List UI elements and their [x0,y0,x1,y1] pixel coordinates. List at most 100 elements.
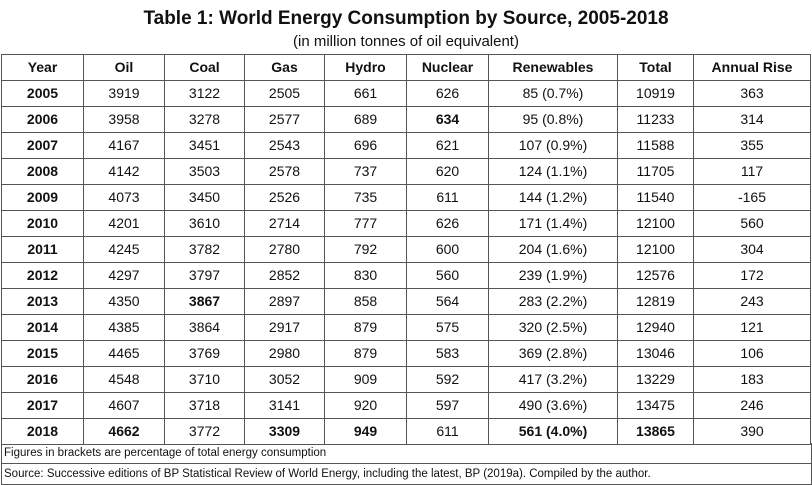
cell-coal: 3278 [164,106,245,133]
cell-nuclear: 597 [406,392,489,419]
cell-nuclear: 634 [406,106,489,133]
header-renewables: Renewables [488,54,618,81]
cell-gas: 2714 [244,210,325,237]
header-gas: Gas [244,54,325,81]
cell-nuclear: 560 [406,262,489,289]
cell-annual-rise: 183 [693,366,811,393]
cell-gas: 2780 [244,236,325,263]
cell-hydro: 830 [324,262,407,289]
cell-coal: 3122 [164,80,245,107]
cell-renewables: 171 (1.4%) [488,210,618,237]
cell-annual-rise: -165 [693,184,811,211]
cell-renewables: 490 (3.6%) [488,392,618,419]
cell-renewables: 417 (3.2%) [488,366,618,393]
cell-total: 12100 [617,236,694,263]
cell-gas: 2526 [244,184,325,211]
cell-nuclear: 583 [406,340,489,367]
cell-renewables: 85 (0.7%) [488,80,618,107]
cell-annual-rise: 390 [693,418,811,445]
cell-hydro: 792 [324,236,407,263]
cell-oil: 4142 [83,158,165,185]
source-note: Source: Successive editions of BP Statis… [2,463,811,484]
table-row: 2010 4201 3610 2714 777 626 171 (1.4%) 12100 560 [1,210,811,237]
cell-gas: 2578 [244,158,325,185]
cell-total: 10919 [617,80,694,107]
cell-coal: 3864 [164,314,245,341]
cell-nuclear: 626 [406,210,489,237]
table-row: 2012 4297 3797 2852 830 560 239 (1.9%) 12576 172 [1,262,811,289]
cell-year: 2005 [1,80,84,107]
cell-gas: 2577 [244,106,325,133]
cell-oil: 4350 [83,288,165,315]
cell-nuclear: 626 [406,80,489,107]
header-nuclear: Nuclear [406,54,489,81]
cell-renewables: 239 (1.9%) [488,262,618,289]
cell-oil: 4073 [83,184,165,211]
cell-year: 2017 [1,392,84,419]
cell-annual-rise: 363 [693,80,811,107]
table-body: 2005 3919 3122 2505 661 626 85 (0.7%) 10919 363 2… [1,80,811,445]
header-annual-rise: Annual Rise [693,54,811,81]
cell-coal: 3710 [164,366,245,393]
cell-coal: 3769 [164,340,245,367]
table-row: 2016 4548 3710 3052 909 592 417 (3.2%) 13229 183 [1,366,811,393]
cell-year: 2016 [1,366,84,393]
cell-year: 2008 [1,158,84,185]
cell-annual-rise: 243 [693,288,811,315]
table-row: 2008 4142 3503 2578 737 620 124 (1.1%) 11705 117 [1,158,811,185]
table-row: 2006 3958 3278 2577 689 634 95 (0.8%) 11233 314 [1,106,811,133]
cell-year: 2012 [1,262,84,289]
cell-coal: 3503 [164,158,245,185]
cell-total: 11588 [617,132,694,159]
cell-coal: 3797 [164,262,245,289]
cell-year: 2007 [1,132,84,159]
cell-oil: 3958 [83,106,165,133]
table-row: 2013 4350 3867 2897 858 564 283 (2.2%) 12819 243 [1,288,811,315]
cell-renewables: 124 (1.1%) [488,158,618,185]
cell-annual-rise: 314 [693,106,811,133]
cell-nuclear: 600 [406,236,489,263]
cell-nuclear: 564 [406,288,489,315]
cell-hydro: 920 [324,392,407,419]
table-title: Table 1: World Energy Consumption by Sou… [143,8,669,29]
footnote: Figures in brackets are percentage of to… [4,447,327,459]
cell-gas: 2543 [244,132,325,159]
cell-oil: 4297 [83,262,165,289]
energy-consumption-table: Year Oil Coal Gas Hydro Nuclear Renewabl… [1,54,811,445]
cell-year: 2018 [1,418,84,445]
cell-total: 13046 [617,340,694,367]
cell-renewables: 204 (1.6%) [488,236,618,263]
cell-annual-rise: 304 [693,236,811,263]
cell-renewables: 561 (4.0%) [488,418,618,445]
cell-hydro: 909 [324,366,407,393]
cell-coal: 3451 [164,132,245,159]
cell-renewables: 283 (2.2%) [488,288,618,315]
cell-coal: 3772 [164,418,245,445]
cell-gas: 3309 [244,418,325,445]
header-year: Year [1,54,84,81]
cell-renewables: 320 (2.5%) [488,314,618,341]
table-row: 2018 4662 3772 3309 949 611 561 (4.0%) 13865 390 [1,418,811,445]
cell-coal: 3610 [164,210,245,237]
cell-oil: 4548 [83,366,165,393]
header-total: Total [617,54,694,81]
cell-total: 12819 [617,288,694,315]
cell-hydro: 879 [324,340,407,367]
cell-oil: 4245 [83,236,165,263]
cell-oil: 4662 [83,418,165,445]
cell-total: 12940 [617,314,694,341]
cell-year: 2014 [1,314,84,341]
cell-hydro: 696 [324,132,407,159]
cell-gas: 2852 [244,262,325,289]
table-row: 2005 3919 3122 2505 661 626 85 (0.7%) 10919 363 [1,80,811,107]
table-row: 2014 4385 3864 2917 879 575 320 (2.5%) 12940 121 [1,314,811,341]
cell-hydro: 661 [324,80,407,107]
cell-oil: 4465 [83,340,165,367]
table-row: 2011 4245 3782 2780 792 600 204 (1.6%) 12100 304 [1,236,811,263]
cell-total: 13865 [617,418,694,445]
table-row: 2015 4465 3769 2980 879 583 369 (2.8%) 13046 106 [1,340,811,367]
cell-gas: 3141 [244,392,325,419]
header-hydro: Hydro [324,54,407,81]
cell-nuclear: 611 [406,418,489,445]
